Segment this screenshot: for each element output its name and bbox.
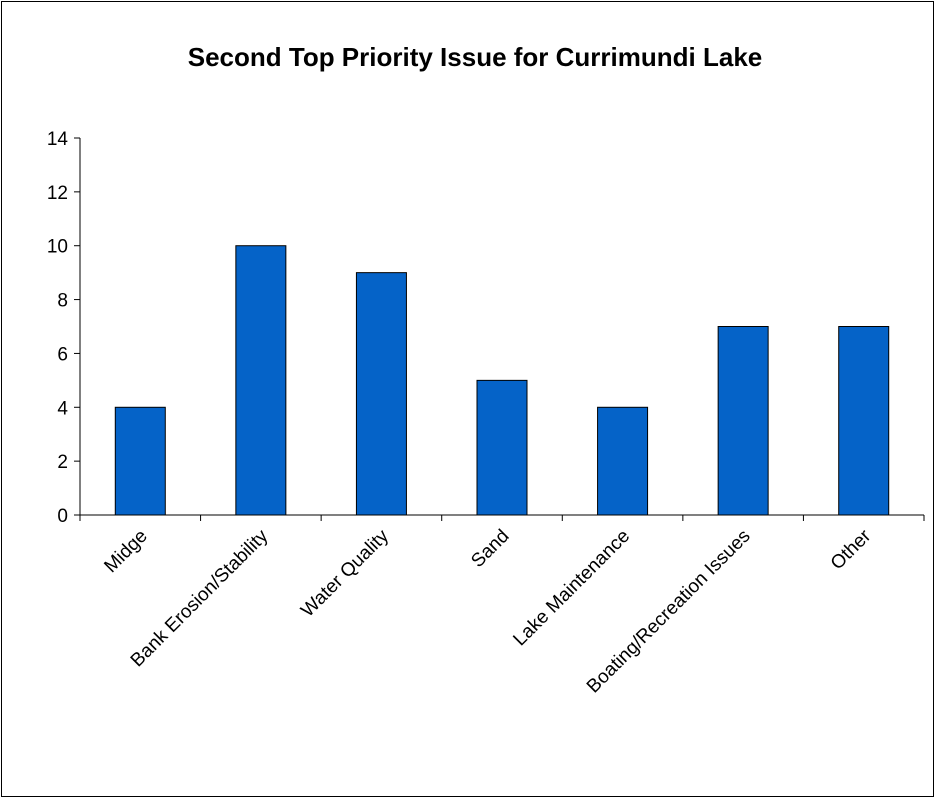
y-tick-label-0: 0 bbox=[57, 506, 68, 527]
chart-title: Second Top Priority Issue for Currimundi… bbox=[188, 42, 763, 72]
x-category-label-1: Bank Erosion/Stability bbox=[127, 525, 273, 671]
y-tick-label-14: 14 bbox=[47, 129, 69, 150]
bar-2 bbox=[355, 272, 407, 516]
bar-0 bbox=[114, 406, 166, 516]
x-category-label-6: Other bbox=[827, 525, 876, 574]
bar-4 bbox=[597, 406, 649, 516]
bar-1 bbox=[235, 245, 287, 516]
bar-3 bbox=[476, 379, 528, 516]
y-tick-label-10: 10 bbox=[47, 237, 68, 258]
bar-6 bbox=[838, 326, 890, 516]
x-category-label-4: Lake Maintenance bbox=[509, 526, 634, 651]
y-tick-label-8: 8 bbox=[57, 291, 68, 312]
x-category-label-0: Midge bbox=[100, 526, 151, 577]
bar-5 bbox=[717, 326, 769, 516]
y-tick-label-4: 4 bbox=[57, 398, 68, 419]
y-tick-label-2: 2 bbox=[57, 452, 68, 473]
x-category-label-2: Water Quality bbox=[297, 525, 393, 621]
y-tick-label-6: 6 bbox=[57, 344, 68, 365]
y-tick-label-12: 12 bbox=[47, 183, 68, 204]
x-category-label-3: Sand bbox=[467, 526, 513, 572]
